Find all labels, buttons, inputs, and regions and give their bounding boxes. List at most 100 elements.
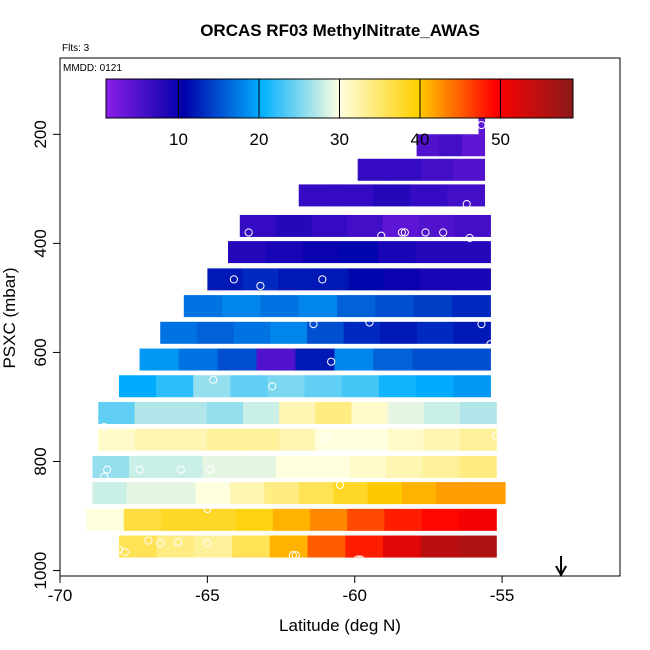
colorbar-segment bbox=[392, 79, 397, 118]
heatmap-cell bbox=[458, 508, 497, 531]
heatmap-cell bbox=[165, 455, 204, 478]
colorbar-segment bbox=[432, 79, 437, 118]
colorbar-segment bbox=[362, 79, 367, 118]
colorbar-segment bbox=[426, 79, 431, 118]
heatmap-cell bbox=[306, 321, 345, 344]
heatmap-cell bbox=[452, 295, 491, 318]
heatmap-cell bbox=[423, 401, 461, 424]
observation-point bbox=[288, 551, 297, 560]
colorbar: 10 20 30 40 50 bbox=[105, 78, 574, 149]
heatmap-cell bbox=[416, 375, 454, 398]
colorbar-segment bbox=[312, 79, 317, 118]
colorbar-segment bbox=[159, 79, 164, 118]
y-tick-label: 200 bbox=[31, 120, 50, 148]
heatmap-cell bbox=[458, 535, 497, 558]
heatmap-cell bbox=[313, 268, 350, 291]
heatmap-cell bbox=[351, 401, 389, 424]
colorbar-segment bbox=[522, 79, 527, 118]
colorbar-segment bbox=[389, 79, 394, 118]
heatmap-cell bbox=[334, 348, 375, 371]
colorbar-segment bbox=[492, 79, 497, 118]
colorbar-segment bbox=[376, 79, 381, 118]
heatmap-cell bbox=[436, 482, 472, 505]
observation-point bbox=[156, 539, 165, 548]
heatmap-cell bbox=[123, 508, 162, 531]
heatmap-cell bbox=[156, 375, 194, 398]
heatmap-cell bbox=[265, 241, 304, 264]
colorbar-segment bbox=[259, 79, 264, 118]
colorbar-segment bbox=[399, 79, 404, 118]
heatmap-cell bbox=[134, 428, 172, 451]
heatmap-cell bbox=[451, 348, 491, 371]
colorbar-segment bbox=[342, 79, 347, 118]
x-tick-label: -65 bbox=[195, 586, 220, 605]
heatmap-cell bbox=[307, 535, 346, 558]
y-axis-label: PSXC (mbar) bbox=[0, 267, 19, 368]
colorbar-segment bbox=[222, 79, 227, 118]
heatmap-cell bbox=[272, 508, 311, 531]
colorbar-segment bbox=[406, 79, 411, 118]
observation-point bbox=[356, 555, 365, 564]
colorbar-segment bbox=[439, 79, 444, 118]
heatmap-cell bbox=[298, 482, 334, 505]
colorbar-segment bbox=[276, 79, 280, 118]
colorbar-segment bbox=[306, 79, 310, 118]
heatmap-cell bbox=[377, 241, 416, 264]
observation-point bbox=[321, 432, 330, 442]
heatmap-cell bbox=[315, 428, 353, 451]
heatmap-cell bbox=[267, 375, 306, 398]
heatmap-cell bbox=[170, 428, 208, 451]
observation-point bbox=[120, 547, 129, 557]
heatmap-cell bbox=[419, 268, 456, 291]
colorbar-segment bbox=[506, 79, 511, 118]
colorbar-segment bbox=[552, 79, 557, 118]
observation-point bbox=[209, 375, 218, 384]
heatmap-cell bbox=[347, 508, 386, 531]
arrow-marker-head bbox=[555, 565, 567, 578]
heatmap-cell bbox=[160, 321, 198, 344]
observation-point bbox=[335, 480, 345, 490]
heatmap-cell bbox=[243, 428, 280, 451]
heatmap-cell bbox=[156, 535, 195, 558]
colorbar-segment bbox=[412, 79, 417, 118]
colorbar-segment bbox=[489, 79, 494, 118]
colorbar-segment bbox=[252, 79, 257, 118]
colorbar-tick-label: 50 bbox=[491, 130, 510, 149]
observation-point bbox=[353, 555, 362, 564]
colorbar-segment bbox=[569, 79, 574, 118]
observation-point bbox=[377, 231, 386, 240]
colorbar-segment bbox=[479, 79, 484, 118]
observation-point bbox=[203, 504, 212, 514]
heatmap-cell bbox=[206, 401, 244, 424]
heatmap-cell bbox=[349, 455, 387, 478]
heatmap-cell bbox=[269, 535, 309, 558]
observation-point bbox=[203, 539, 212, 548]
colorbar-segment bbox=[329, 79, 334, 118]
colorbar-segment bbox=[509, 79, 514, 118]
heatmap-cell bbox=[229, 482, 265, 505]
heatmap-cell bbox=[194, 535, 233, 558]
heatmap-cell bbox=[337, 295, 376, 318]
observation-point bbox=[176, 465, 185, 474]
observation-point bbox=[421, 228, 430, 237]
colorbar-segment bbox=[262, 79, 267, 118]
heatmap-cell bbox=[420, 535, 460, 558]
colorbar-segment bbox=[239, 79, 244, 118]
heatmap-cell bbox=[423, 428, 461, 451]
colorbar-segment bbox=[546, 79, 551, 118]
colorbar-segment bbox=[199, 79, 204, 118]
colorbar-segment bbox=[456, 79, 461, 118]
heatmap-cell bbox=[380, 321, 418, 344]
colorbar-segment bbox=[136, 79, 140, 118]
observation-point bbox=[397, 228, 406, 237]
heatmap-cell bbox=[418, 214, 456, 237]
colorbar-segment bbox=[382, 79, 387, 118]
colorbar-segment bbox=[486, 79, 491, 118]
colorbar-tick-label: 20 bbox=[250, 130, 269, 149]
colorbar-segment bbox=[349, 79, 354, 118]
colorbar-segment bbox=[562, 79, 567, 118]
colorbar-segment bbox=[156, 79, 160, 118]
colorbar-segment bbox=[419, 79, 424, 118]
observation-point bbox=[492, 431, 501, 440]
